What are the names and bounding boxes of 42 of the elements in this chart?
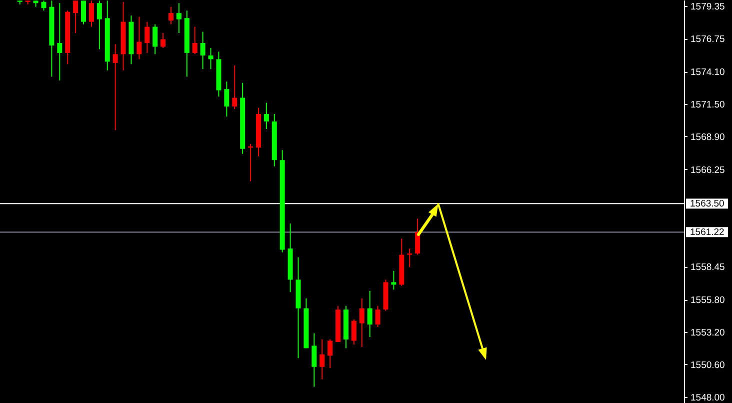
- candlestick: [351, 319, 356, 345]
- candlestick: [407, 248, 412, 268]
- candlestick: [208, 47, 214, 70]
- candlestick: [264, 102, 269, 130]
- candlestick: [96, 0, 102, 50]
- y-tick-label: 1553.20: [690, 327, 725, 338]
- candlestick: [112, 44, 118, 131]
- y-tick-label: 1571.50: [690, 100, 725, 111]
- ref-line-label: 1561.22: [690, 227, 724, 238]
- y-tick-label: 1555.80: [690, 295, 725, 306]
- candlestick: [375, 305, 380, 328]
- candlestick: [160, 32, 166, 48]
- candlestick: [328, 338, 333, 369]
- candlestick: [200, 31, 206, 70]
- ref-line-label: 1563.50: [690, 198, 724, 210]
- candlestick: [224, 81, 230, 117]
- candlestick: [312, 332, 317, 388]
- y-tick-label: 1579.35: [690, 2, 725, 13]
- candlestick: [367, 290, 372, 338]
- candlestick: [415, 218, 420, 256]
- y-tick-label: 1568.90: [690, 132, 725, 143]
- candlestick: [81, 0, 86, 25]
- y-tick-label: 1548.00: [690, 392, 725, 403]
- candlestick: [176, 2, 182, 34]
- candlestick: [192, 26, 198, 55]
- candlestick: [359, 298, 364, 348]
- y-tick-label: 1576.75: [690, 34, 725, 46]
- candlestick: [41, 0, 46, 12]
- y-tick-label: 1550.60: [690, 360, 725, 371]
- y-tick-label: 1574.10: [690, 67, 725, 78]
- y-tick-label: 1558.45: [690, 262, 725, 274]
- candlestick: [73, 0, 78, 34]
- candlestick: [152, 24, 158, 55]
- candlestick: [168, 6, 174, 25]
- candlestick: [144, 21, 150, 54]
- candlestick: [88, 0, 94, 28]
- candlestick: [57, 2, 62, 81]
- candlestick: [320, 338, 325, 380]
- candlestick: [391, 270, 396, 290]
- candlestick: [136, 16, 142, 60]
- candlestick: [232, 64, 238, 110]
- y-tick-label: 1566.25: [690, 164, 725, 176]
